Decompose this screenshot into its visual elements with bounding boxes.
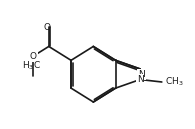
Text: O: O (30, 52, 37, 61)
Text: N: N (137, 75, 144, 84)
Text: N: N (138, 70, 145, 79)
Text: CH$_3$: CH$_3$ (165, 76, 183, 88)
Text: O: O (43, 22, 50, 31)
Text: H$_3$C: H$_3$C (22, 60, 41, 72)
